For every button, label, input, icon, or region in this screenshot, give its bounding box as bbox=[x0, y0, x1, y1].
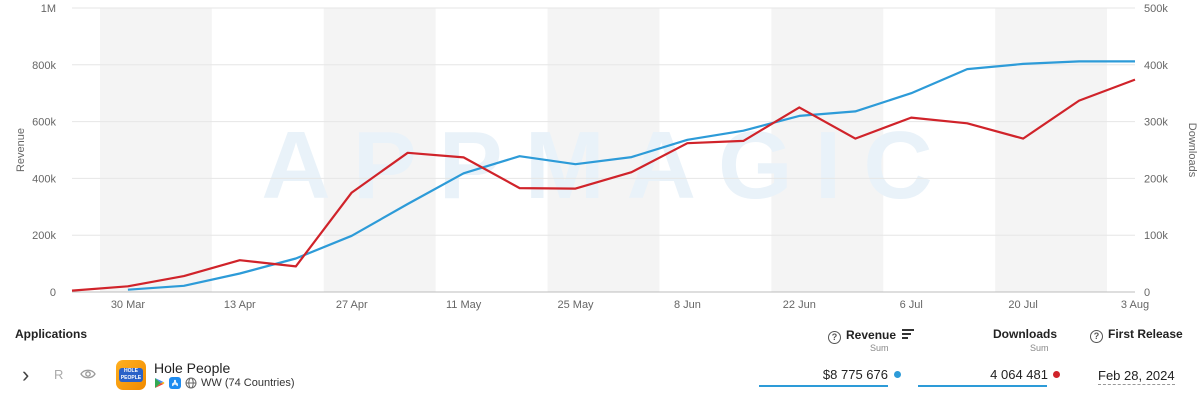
help-icon[interactable]: ? bbox=[1090, 330, 1103, 343]
y2-tick-label: 400k bbox=[1144, 60, 1168, 72]
first-release-value[interactable]: Feb 28, 2024 bbox=[1098, 368, 1175, 385]
help-icon[interactable]: ? bbox=[828, 331, 841, 344]
downloads-sum-label: Sum bbox=[1030, 343, 1049, 353]
x-tick-label: 25 May bbox=[557, 299, 594, 311]
chart-bands bbox=[99, 8, 1108, 292]
chart: APPMAGIC 0 200k 400k 600k 800k 1M 0 100k 200k 30… bbox=[15, 3, 1198, 311]
table-row[interactable]: › R HOLE PEOPLE Hole People WW (74 Count… bbox=[0, 356, 1200, 396]
week-band bbox=[547, 8, 660, 292]
x-tick-label: 30 Mar bbox=[111, 299, 146, 311]
app-icon[interactable]: HOLE PEOPLE bbox=[116, 360, 146, 390]
eye-icon[interactable] bbox=[80, 368, 96, 380]
downloads-dot bbox=[1053, 371, 1060, 378]
revenue-underline bbox=[759, 385, 888, 387]
x-tick-label: 13 Apr bbox=[224, 299, 256, 311]
week-band bbox=[323, 8, 436, 292]
downloads-header[interactable]: Downloads bbox=[993, 327, 1058, 341]
app-name[interactable]: Hole People bbox=[154, 360, 231, 376]
x-tick-label: 8 Jun bbox=[674, 299, 701, 311]
chart-lines bbox=[71, 60, 1136, 292]
globe-icon bbox=[185, 377, 197, 389]
y2-tick-label: 500k bbox=[1144, 3, 1168, 15]
x-tick-label: 22 Jun bbox=[783, 299, 816, 311]
x-tick-label: 6 Jul bbox=[900, 299, 923, 311]
x-tick-label: 3 Aug bbox=[1121, 299, 1149, 311]
y-tick-label: 0 bbox=[50, 287, 56, 299]
y-axis-ticks: 0 200k 400k 600k 800k 1M bbox=[32, 3, 56, 299]
y2-axis-title: Downloads bbox=[1186, 123, 1198, 178]
revenue-sum-label: Sum bbox=[870, 343, 889, 353]
sort-icon[interactable] bbox=[902, 327, 915, 341]
y2-tick-label: 200k bbox=[1144, 173, 1168, 185]
y2-tick-label: 100k bbox=[1144, 230, 1168, 242]
x-tick-label: 27 Apr bbox=[336, 299, 368, 311]
y-tick-label: 1M bbox=[41, 3, 56, 15]
y2-tick-label: 0 bbox=[1144, 287, 1150, 299]
downloads-value[interactable]: 4 064 481 bbox=[990, 367, 1048, 382]
y2-axis-ticks: 0 100k 200k 300k 400k 500k bbox=[1144, 3, 1168, 299]
expand-chevron-icon[interactable]: › bbox=[22, 362, 30, 387]
week-band bbox=[995, 8, 1108, 292]
downloads-line bbox=[71, 78, 1136, 292]
y-axis-title: Revenue bbox=[15, 128, 27, 172]
first-release-header[interactable]: ? First Release bbox=[1090, 327, 1183, 343]
revenue-header[interactable]: ? Revenue bbox=[828, 327, 915, 344]
x-tick-label: 20 Jul bbox=[1008, 299, 1037, 311]
y-tick-label: 600k bbox=[32, 117, 56, 129]
watermark: APPMAGIC bbox=[261, 112, 954, 219]
week-band bbox=[771, 8, 884, 292]
x-tick-label: 11 May bbox=[446, 299, 482, 311]
app-icon-logo: HOLE PEOPLE bbox=[119, 368, 143, 382]
first-release-header-label: First Release bbox=[1108, 327, 1183, 341]
y-tick-label: 800k bbox=[32, 60, 56, 72]
google-play-icon bbox=[155, 378, 165, 388]
downloads-underline bbox=[918, 385, 1047, 387]
y-tick-label: 400k bbox=[32, 173, 56, 185]
r-badge[interactable]: R bbox=[54, 367, 64, 382]
revenue-header-label: Revenue bbox=[846, 328, 897, 342]
applications-header: Applications bbox=[15, 327, 88, 341]
revenue-line bbox=[127, 60, 1135, 291]
app-store-icon bbox=[169, 377, 181, 389]
revenue-dot bbox=[894, 371, 901, 378]
y-tick-label: 200k bbox=[32, 230, 56, 242]
revenue-value[interactable]: $8 775 676 bbox=[822, 367, 888, 382]
x-axis-ticks: 30 Mar 13 Apr 27 Apr 11 May 25 May 8 Jun 22 Ju… bbox=[111, 299, 1149, 311]
week-band bbox=[99, 8, 212, 292]
region-label: WW (74 Countries) bbox=[201, 377, 295, 389]
app-meta: WW (74 Countries) bbox=[154, 377, 295, 389]
y2-tick-label: 300k bbox=[1144, 117, 1168, 129]
